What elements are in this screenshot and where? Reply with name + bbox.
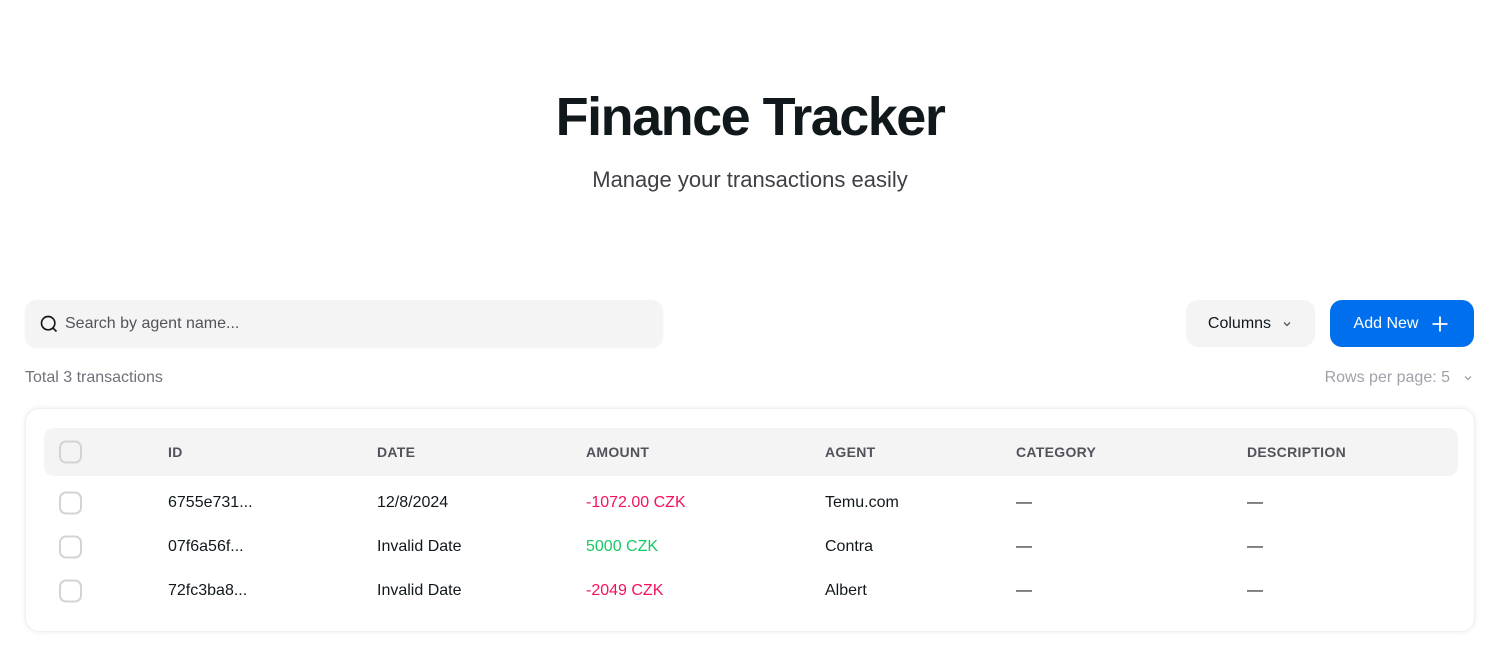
cell-category: — xyxy=(1016,538,1032,555)
page-subtitle: Manage your transactions easily xyxy=(592,167,908,192)
plus-icon xyxy=(1432,316,1448,331)
cell-agent: Temu.com xyxy=(825,494,899,511)
column-header-id[interactable]: ID xyxy=(168,444,183,460)
cell-id: 07f6a56f... xyxy=(168,538,244,555)
cell-id: 72fc3ba8... xyxy=(168,582,248,599)
columns-label: Columns xyxy=(1207,314,1272,332)
select-all-checkbox[interactable] xyxy=(59,440,82,464)
transactions-table: ID DATE AMOUNT AGENT CATEGORY DESCRIPTION 6755… xyxy=(25,408,1475,632)
cell-agent: Contra xyxy=(825,538,874,555)
table-header xyxy=(44,428,1458,476)
rows-per-page-label: Rows per page: 5 xyxy=(1324,369,1450,386)
cell-category: — xyxy=(1016,494,1032,511)
column-header-category[interactable]: CATEGORY xyxy=(1016,444,1097,460)
columns-button[interactable]: Columns xyxy=(1186,300,1315,347)
total-transactions: Total 3 transactions xyxy=(25,369,163,386)
search-field[interactable] xyxy=(25,300,663,347)
cell-category: — xyxy=(1016,582,1032,599)
cell-description: — xyxy=(1247,538,1263,555)
chevron-down-icon xyxy=(1283,321,1291,326)
rows-per-page-select[interactable]: Rows per page: 5 xyxy=(1325,369,1474,387)
chevron-down-icon xyxy=(1464,376,1472,381)
cell-date: 12/8/2024 xyxy=(377,494,449,511)
cell-description: — xyxy=(1247,494,1263,511)
cell-date: Invalid Date xyxy=(377,582,462,599)
search-icon xyxy=(40,315,58,332)
add-new-label: Add New xyxy=(1353,314,1419,332)
cell-agent: Albert xyxy=(825,582,867,599)
page-title: Finance Tracker xyxy=(555,87,946,147)
cell-amount: -1072.00 CZK xyxy=(586,494,686,511)
search-input[interactable] xyxy=(65,314,625,333)
row-checkbox[interactable] xyxy=(59,535,82,559)
row-checkbox[interactable] xyxy=(59,579,82,603)
cell-amount: 5000 CZK xyxy=(586,538,659,555)
cell-description: — xyxy=(1247,582,1263,599)
cell-id: 6755e731... xyxy=(168,494,253,511)
cell-date: Invalid Date xyxy=(377,538,462,555)
add-new-button[interactable]: Add New xyxy=(1330,300,1474,347)
column-header-agent[interactable]: AGENT xyxy=(825,444,876,460)
column-header-date[interactable]: DATE xyxy=(377,444,416,460)
column-header-description[interactable]: DESCRIPTION xyxy=(1247,444,1346,460)
row-checkbox[interactable] xyxy=(59,491,82,515)
cell-amount: -2049 CZK xyxy=(586,582,664,599)
column-header-amount[interactable]: AMOUNT xyxy=(586,444,650,460)
